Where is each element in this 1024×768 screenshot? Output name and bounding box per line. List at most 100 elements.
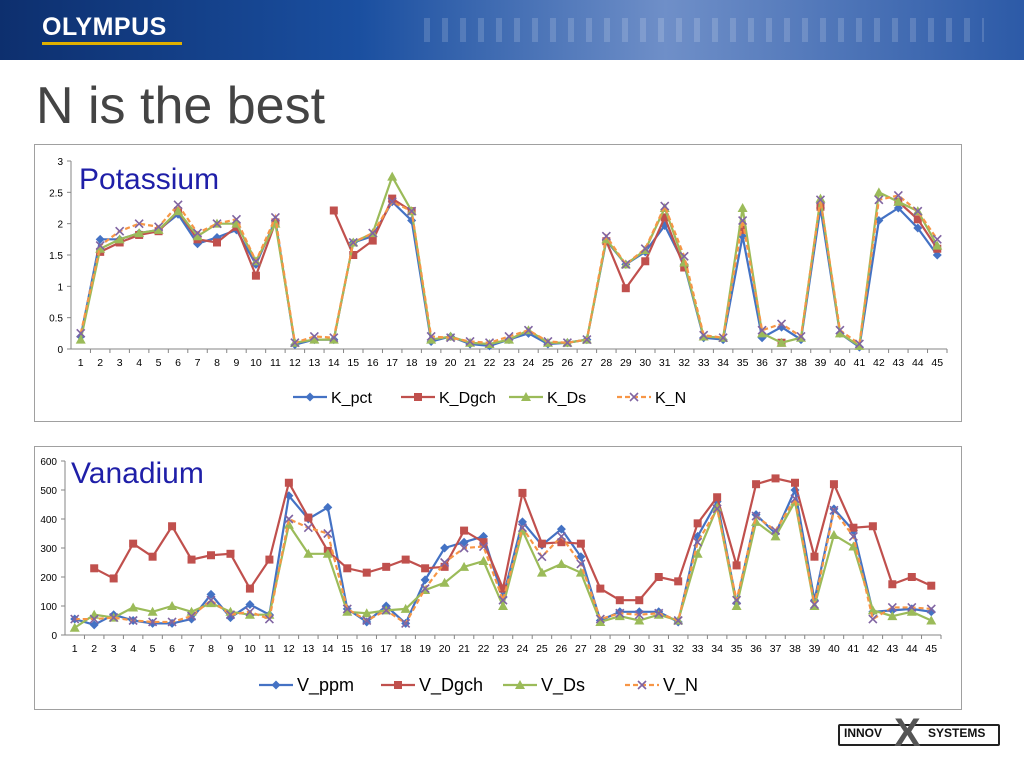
data-point-V_Dgch	[401, 555, 410, 564]
data-point-V_ppm	[440, 543, 450, 553]
data-point-K_Dgch	[913, 215, 922, 224]
legend-marker-V_N	[637, 680, 647, 690]
data-point-V_Dgch	[90, 564, 99, 573]
x-tick-label: 38	[789, 643, 801, 655]
x-tick-label: 12	[283, 643, 295, 655]
data-point-K_N	[407, 206, 417, 216]
x-tick-label: 39	[809, 643, 821, 655]
data-point-K_Ds	[932, 240, 943, 250]
data-point-V_Ds	[244, 609, 255, 619]
data-point-V_Ds	[575, 567, 586, 577]
x-tick-label: 1	[72, 643, 78, 655]
data-point-K_Ds	[192, 231, 203, 241]
data-point-K_N	[173, 200, 183, 210]
x-tick-label: 35	[731, 643, 743, 655]
data-point-K_N	[699, 330, 709, 340]
data-point-V_Dgch	[907, 573, 916, 581]
x-tick-label: 45	[925, 643, 937, 655]
legend-label-V_Dgch: V_Dgch	[419, 675, 483, 696]
x-tick-label: 6	[169, 643, 175, 655]
x-tick-label: 4	[130, 643, 136, 655]
data-point-V_N	[887, 602, 897, 613]
x-tick-label: 6	[175, 357, 181, 369]
data-point-V_Dgch	[537, 539, 546, 548]
data-point-V_Dgch	[752, 480, 761, 489]
data-point-V_ppm	[167, 618, 177, 628]
x-tick-label: 7	[195, 357, 201, 369]
x-tick-label: 25	[536, 643, 548, 655]
x-tick-label: 30	[633, 643, 645, 655]
x-tick-label: 15	[341, 643, 353, 655]
vanadium-label: Vanadium	[71, 457, 204, 490]
y-tick-label: 100	[40, 602, 57, 613]
x-tick-label: 9	[234, 357, 240, 369]
data-point-V_Dgch	[343, 564, 352, 573]
data-point-V_Dgch	[868, 522, 877, 531]
data-point-V_N	[70, 614, 80, 624]
data-point-K_Ds	[737, 203, 748, 212]
data-point-K_pct	[932, 250, 942, 260]
data-point-V_Dgch	[771, 474, 780, 483]
data-point-K_Ds	[134, 228, 145, 238]
data-point-V_N	[303, 523, 313, 533]
data-point-K_N	[192, 228, 203, 238]
data-point-V_ppm	[420, 575, 430, 585]
y-tick-label: 2	[57, 220, 63, 231]
data-point-V_ppm	[693, 531, 703, 541]
x-tick-label: 37	[770, 643, 782, 655]
data-point-V_Dgch	[129, 539, 138, 548]
x-tick-label: 23	[503, 357, 515, 369]
data-point-V_N	[673, 615, 683, 626]
data-point-V_N	[751, 511, 761, 521]
legend-label-V_Ds: V_Ds	[541, 675, 585, 696]
data-point-V_Dgch	[304, 513, 313, 522]
data-point-K_N	[718, 333, 728, 343]
data-point-V_N	[128, 615, 138, 626]
data-point-K_Ds	[309, 334, 320, 344]
x-tick-label: 40	[834, 357, 846, 369]
series-line-V_N	[74, 495, 932, 625]
data-point-K_Dgch	[349, 251, 358, 259]
data-point-K_N	[309, 331, 319, 342]
data-point-V_ppm	[245, 600, 255, 610]
series-line-K_N	[79, 194, 939, 346]
x-tick-label: 12	[289, 357, 301, 369]
x-tick-label: 27	[575, 643, 587, 655]
data-point-K_N	[484, 338, 495, 348]
data-point-K_Dgch	[368, 236, 377, 245]
y-tick-label: 1.5	[49, 251, 63, 262]
data-point-K_N	[368, 228, 378, 238]
data-point-V_N	[634, 610, 644, 620]
x-tick-label: 3	[117, 357, 123, 369]
potassium-chart: 00.511.522.531 2 3 4 5 6 7 8 9 10 11 12 13 14 15 16 17 18…	[49, 157, 948, 407]
data-point-K_N	[776, 319, 787, 329]
data-point-K_Dgch	[213, 238, 221, 247]
x-tick-label: 44	[912, 357, 924, 369]
data-point-K_N	[446, 333, 456, 343]
x-tick-label: 30	[639, 357, 651, 369]
data-point-V_Dgch	[479, 538, 488, 547]
y-tick-label: 300	[40, 544, 57, 555]
data-point-V_ppm	[89, 620, 99, 630]
data-point-K_Ds	[893, 196, 904, 206]
data-point-V_Dgch	[148, 552, 157, 561]
y-tick-label: 3	[57, 157, 63, 168]
data-point-K_Ds	[815, 193, 826, 203]
data-point-V_N	[790, 494, 800, 504]
data-point-K_Ds	[757, 328, 768, 338]
data-point-V_Dgch	[596, 584, 605, 593]
data-point-K_N	[932, 234, 942, 244]
legend-label-K_Ds: K_Ds	[547, 390, 586, 407]
data-point-V_N	[362, 615, 372, 626]
data-point-V_N	[264, 614, 274, 624]
data-point-V_N	[556, 531, 566, 541]
logo-box	[838, 724, 1000, 746]
data-point-V_Dgch	[226, 549, 235, 558]
data-point-V_N	[284, 514, 294, 524]
x-tick-label: 28	[600, 357, 612, 369]
x-tick-label: 10	[244, 643, 256, 655]
data-point-V_ppm	[148, 618, 158, 628]
y-tick-label: 0	[51, 631, 57, 642]
x-tick-label: 13	[302, 643, 314, 655]
x-tick-label: 34	[717, 357, 729, 369]
